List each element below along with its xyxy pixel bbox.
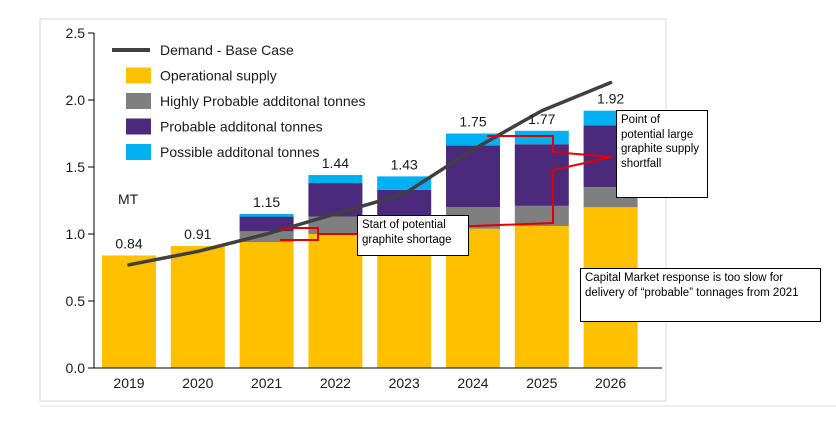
x-tick-label: 2020	[182, 375, 213, 391]
bar-segment-series-4	[239, 213, 294, 217]
bar-total-label: 0.91	[184, 226, 211, 242]
bar-segment-series-2	[239, 231, 294, 243]
annotation-arrows	[280, 135, 613, 241]
bar-segment-series-1	[308, 234, 363, 368]
x-tick-label: 2025	[526, 375, 557, 391]
demand-line	[127, 80, 613, 267]
bar-segment-series-2	[514, 205, 569, 226]
plot-frame	[39, 18, 667, 402]
bar-total-label: 0.84	[115, 235, 142, 251]
bar-segment-series-1	[239, 242, 294, 368]
bar-total-labels: 0.84 0.91 1.15 1.44 1.43 1.75 1.77 1.92	[115, 91, 624, 252]
bar-segment-series-1	[170, 246, 225, 368]
x-tick-label: 2024	[457, 375, 488, 391]
y-tick-label: 1.0	[66, 226, 86, 242]
x-axis: 2019 2020 2021 2022 2023 2024 2025 2026	[94, 367, 662, 391]
legend-item-series-3: Probable additonal tonnes	[160, 119, 323, 135]
bar-segment-series-1	[514, 225, 569, 368]
y-tick-label: 0.5	[66, 293, 86, 309]
legend-item-series-1: Operational supply	[160, 68, 277, 84]
x-tick-label: 2022	[320, 375, 351, 391]
bar-total-label: 1.15	[253, 194, 280, 210]
y-tick-label: 2.5	[66, 25, 86, 41]
legend-item-series-2: Highly Probable additonal tonnes	[160, 93, 365, 109]
bar-total-label: 1.44	[322, 155, 349, 171]
bar-total-label: 1.92	[597, 91, 624, 107]
bar-segment-series-4	[514, 130, 569, 145]
bar-segment-series-4	[308, 175, 363, 184]
bar-segment-series-1	[102, 255, 156, 368]
annotation-large-shortfall: Point of potential large graphite supply…	[616, 110, 708, 198]
arrow-large-shortfall	[447, 135, 613, 228]
bar-segment-series-2	[308, 216, 363, 234]
y-tick-label: 2.0	[66, 92, 86, 108]
legend-swatch-series-3	[126, 118, 151, 135]
x-tick-label: 2021	[251, 375, 282, 391]
annotation-start-shortage: Start of potential graphite shortage	[357, 215, 469, 256]
bar-total-label: 1.75	[459, 114, 486, 130]
legend-item-demand: Demand - Base Case	[160, 42, 294, 58]
y-axis-unit-label: MT	[118, 191, 139, 207]
x-tick-label: 2023	[389, 375, 420, 391]
legend: Demand - Base Case Operational supply High…	[112, 42, 365, 160]
legend-swatch-series-4	[126, 144, 151, 160]
legend-swatch-series-1	[126, 67, 151, 84]
bar-segment-series-3	[446, 145, 500, 208]
y-tick-label: 1.5	[66, 159, 86, 175]
x-tick-label: 2019	[113, 375, 144, 391]
legend-swatch-series-2	[126, 93, 151, 109]
bar-total-label: 1.77	[528, 111, 555, 127]
annotation-capital-market: Capital Market response is too slow for …	[580, 268, 821, 322]
y-tick-label: 0.0	[66, 360, 86, 376]
bar-segment-series-3	[514, 144, 569, 206]
bar-total-label: 1.43	[391, 156, 418, 172]
demand-line-group	[127, 80, 613, 267]
y-axis: 0.0 0.5 1.0 1.5 2.0 2.5	[66, 25, 95, 376]
arrow-start-shortage	[280, 227, 357, 241]
legend-item-series-4: Possible additonal tonnes	[160, 144, 320, 160]
bar-segment-series-3	[308, 183, 363, 217]
x-tick-label: 2026	[595, 375, 626, 391]
